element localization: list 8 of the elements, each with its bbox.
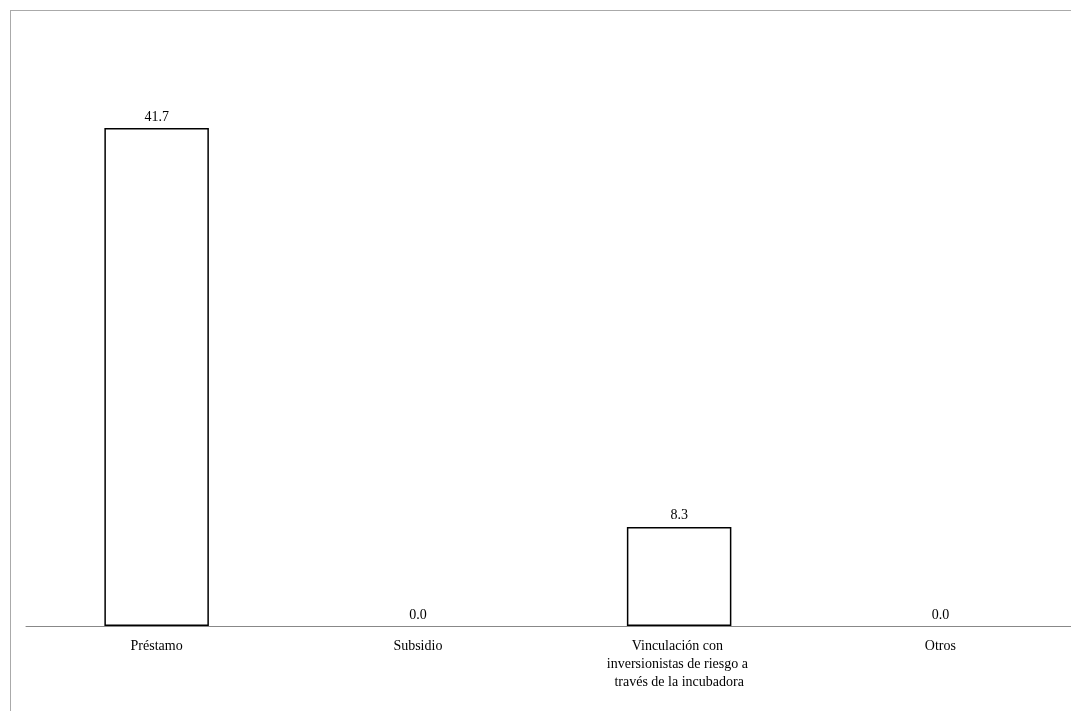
x-tick-label: Otros <box>924 637 956 653</box>
x-tick-label: Subsidio <box>393 637 443 653</box>
x-tick-label: Vinculación con inversionistas de riesgo a través de la incubadora <box>606 637 752 689</box>
data-label: 0.0 <box>931 606 950 622</box>
data-label: 0.0 <box>409 606 427 622</box>
data-label: 8.3 <box>670 507 688 523</box>
data-label: 41.7 <box>144 108 169 124</box>
x-tick-label: Préstamo <box>130 637 183 653</box>
